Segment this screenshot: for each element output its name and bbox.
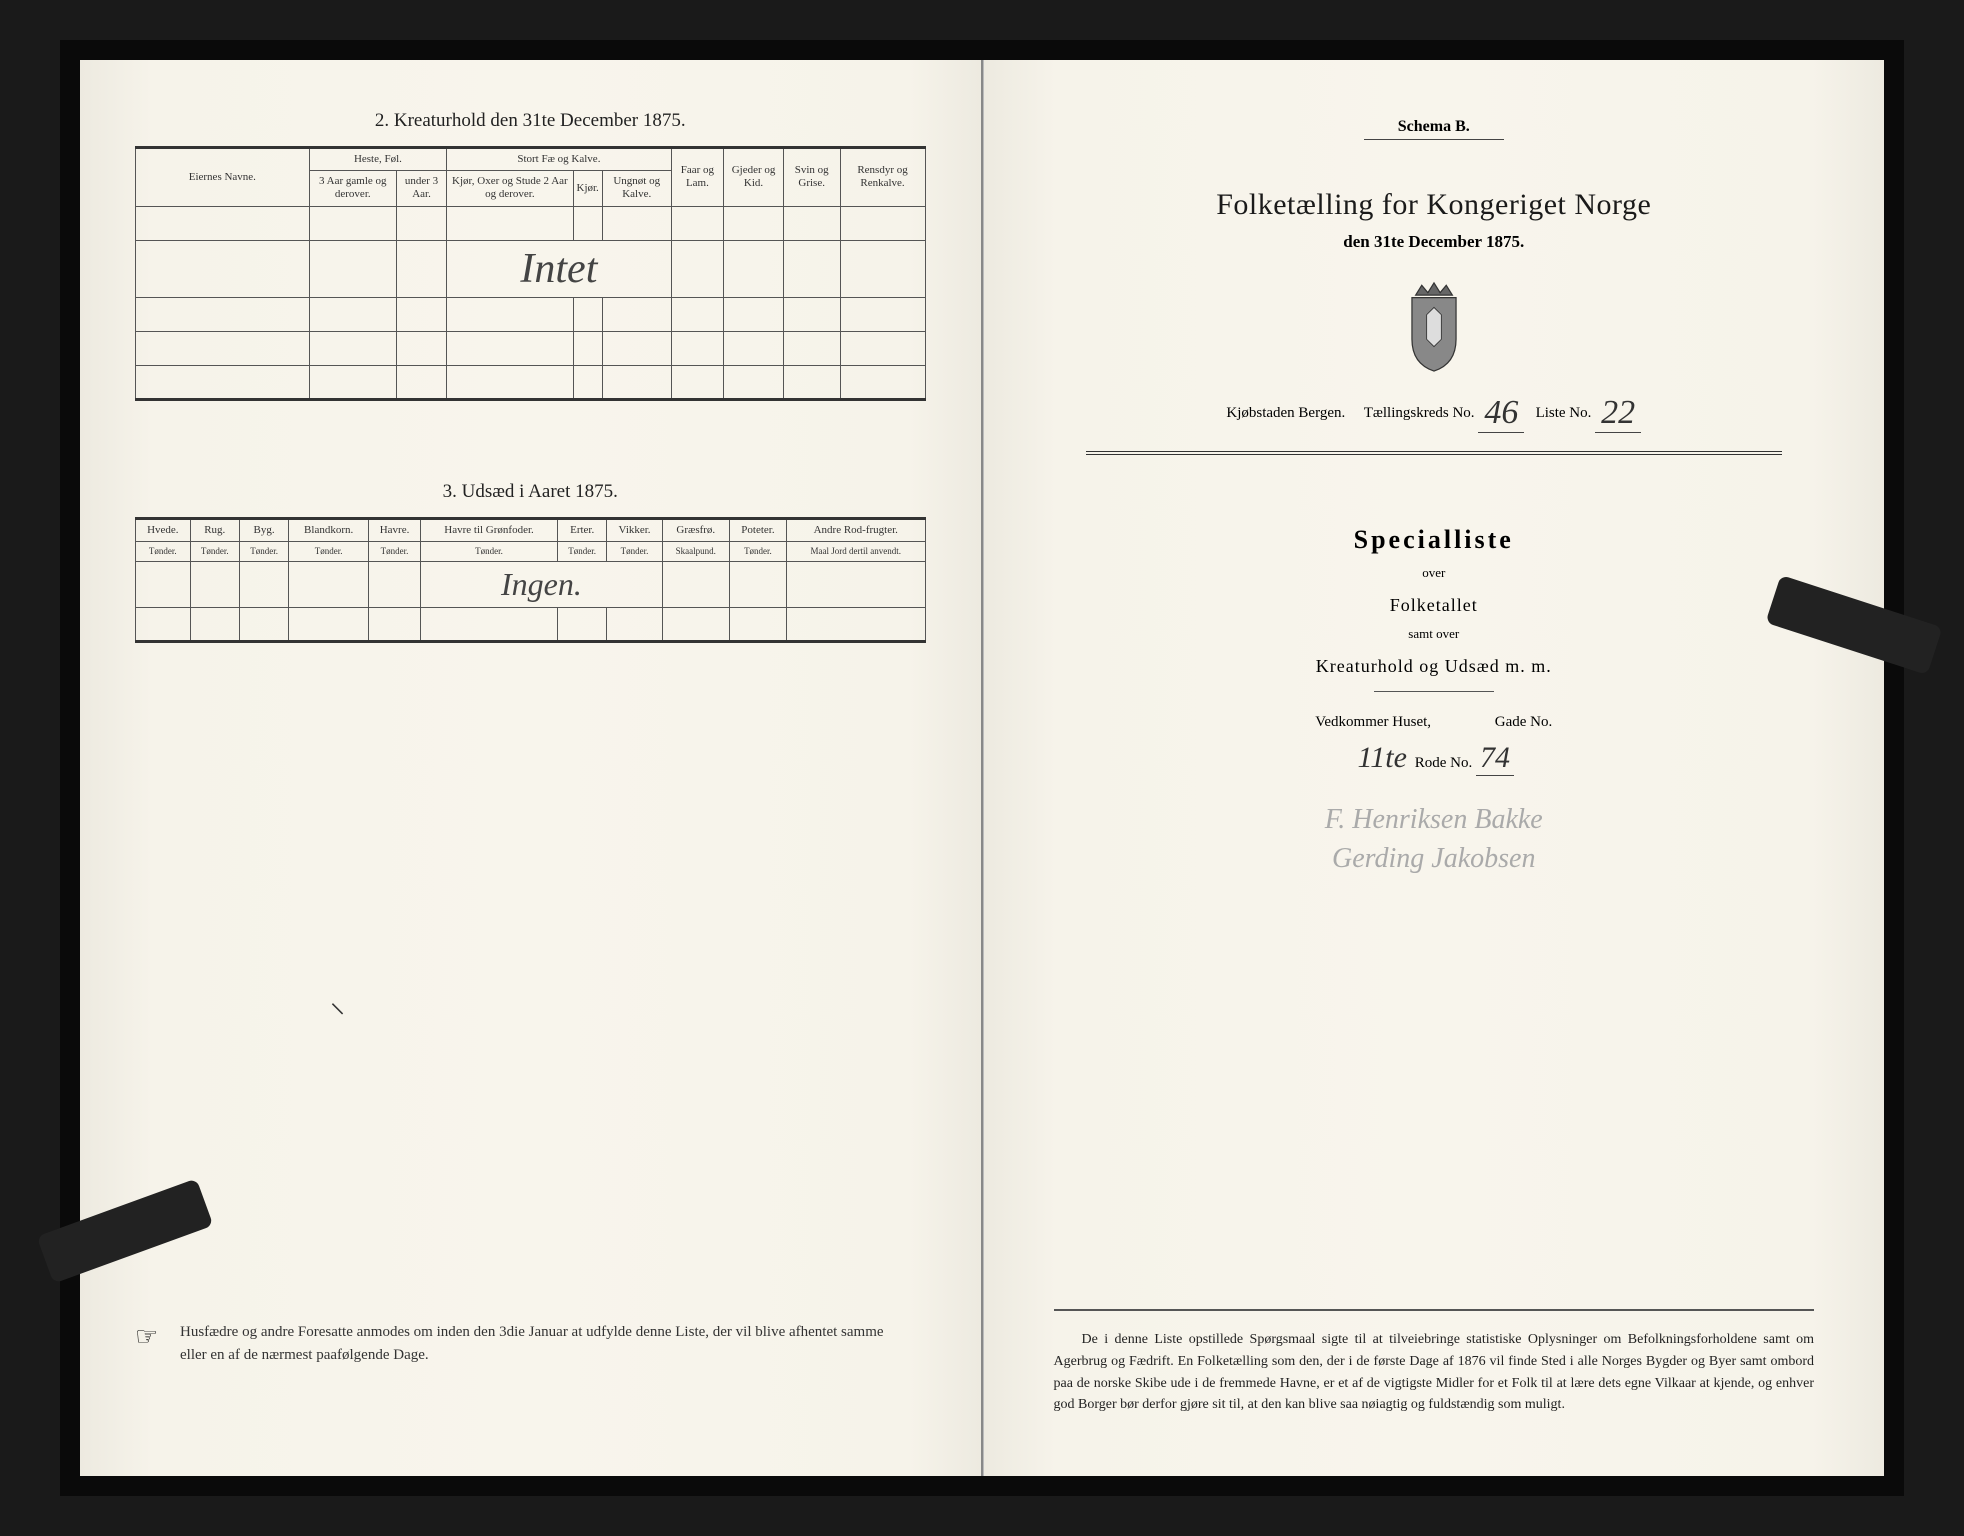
col-svin: Svin og Grise.	[783, 148, 840, 207]
town-label: Kjøbstaden Bergen.	[1226, 405, 1345, 421]
spec-kreatur: Kreaturhold og Udsæd m. m.	[1039, 656, 1830, 677]
udsaed-col-h: Andre Rod-frugter.	[787, 518, 925, 541]
census-title: Folketælling for Kongeriget Norge	[1039, 188, 1830, 222]
kreds-label: Tællingskreds No.	[1364, 405, 1475, 421]
udsaed-col-h: Erter.	[558, 518, 607, 541]
hus-line: Vedkommer Huset, Gade No.	[1039, 714, 1830, 731]
col-rensdyr: Rensdyr og Renkalve.	[840, 148, 925, 207]
pointing-hand-icon: ☞	[135, 1322, 158, 1352]
udsaed-col-h: Havre til Grønfoder.	[421, 518, 558, 541]
udsaed-col-h: Rug.	[190, 518, 239, 541]
spec-folketallet: Folketallet	[1039, 595, 1830, 616]
sub-fae-2: Kjør.	[573, 171, 602, 206]
udsaed-col-unit: Tønder.	[729, 541, 786, 561]
kreds-number: 46	[1478, 394, 1524, 433]
signature-1: F. Henriksen Bakke	[1039, 800, 1830, 839]
udsaed-col-unit: Tønder.	[239, 541, 288, 561]
udsaed-col-unit: Tønder.	[558, 541, 607, 561]
bottom-paragraph: De i denne Liste opstillede Spørgsmaal s…	[1054, 1309, 1815, 1416]
rode-prefix: 11te	[1354, 741, 1411, 775]
udsaed-col-h: Havre.	[369, 518, 421, 541]
binder-clip-left	[37, 1178, 214, 1283]
col-eiernes: Eiernes Navne.	[136, 148, 310, 207]
udsaed-col-unit: Tønder.	[369, 541, 421, 561]
divider-rule	[1086, 451, 1782, 455]
right-page: Schema B. Folketælling for Kongeriget No…	[983, 60, 1885, 1476]
rode-number: 74	[1476, 741, 1514, 776]
col-fae: Stort Fæ og Kalve.	[447, 148, 671, 171]
udsaed-col-unit: Maal Jord dertil anvendt.	[787, 541, 925, 561]
udsaed-col-unit: Tønder.	[607, 541, 662, 561]
section2-title: 2. Kreaturhold den 31te December 1875.	[135, 110, 926, 132]
udsaed-col-h: Poteter.	[729, 518, 786, 541]
left-page: 2. Kreaturhold den 31te December 1875. E…	[80, 60, 983, 1476]
census-date: den 31te December 1875.	[1039, 232, 1830, 252]
kreaturhold-table: Eiernes Navne. Heste, Føl. Stort Fæ og K…	[135, 146, 926, 401]
handwritten-ingen: Ingen.	[421, 561, 663, 607]
short-rule	[1374, 691, 1494, 692]
signatures: F. Henriksen Bakke Gerding Jakobsen	[1039, 800, 1830, 878]
col-heste: Heste, Føl.	[309, 148, 447, 171]
liste-number: 22	[1595, 394, 1641, 433]
udsaed-table: Hvede.Rug.Byg.Blandkorn.Havre.Havre til …	[135, 517, 926, 643]
udsaed-col-h: Hvede.	[136, 518, 191, 541]
hus-label: Vedkommer Huset,	[1315, 714, 1431, 731]
gade-label: Gade No.	[1495, 714, 1552, 731]
udsaed-col-unit: Skaalpund.	[662, 541, 729, 561]
sub-fae-3: Ungnøt og Kalve.	[602, 171, 671, 206]
udsaed-col-h: Blandkorn.	[289, 518, 369, 541]
sub-heste-1: 3 Aar gamle og derover.	[309, 171, 396, 206]
col-gjeder: Gjeder og Kid.	[724, 148, 784, 207]
book-spread: 2. Kreaturhold den 31te December 1875. E…	[60, 40, 1904, 1496]
sub-fae-1: Kjør, Oxer og Stude 2 Aar og derover.	[447, 171, 573, 206]
coat-of-arms-icon	[1395, 278, 1473, 376]
stray-mark: ⸜	[330, 980, 345, 1021]
udsaed-col-h: Byg.	[239, 518, 288, 541]
liste-label: Liste No.	[1536, 405, 1592, 421]
specialliste-title: Specialliste	[1039, 525, 1830, 555]
udsaed-col-unit: Tønder.	[289, 541, 369, 561]
section3-title: 3. Udsæd i Aaret 1875.	[135, 481, 926, 503]
schema-label: Schema B.	[1364, 118, 1504, 140]
spec-samt: samt over	[1039, 626, 1830, 642]
footnote-text: Husfædre og andre Foresatte anmodes om i…	[180, 1321, 911, 1366]
col-faar: Faar og Lam.	[671, 148, 724, 207]
rode-line: 11te Rode No. 74	[1039, 741, 1830, 776]
sub-heste-2: under 3 Aar.	[396, 171, 446, 206]
kreds-line: Kjøbstaden Bergen. Tællingskreds No. 46 …	[1039, 394, 1830, 433]
rode-label: Rode No.	[1415, 755, 1473, 771]
udsaed-col-unit: Tønder.	[421, 541, 558, 561]
signature-2: Gerding Jakobsen	[1039, 839, 1830, 878]
udsaed-col-h: Vikker.	[607, 518, 662, 541]
udsaed-col-unit: Tønder.	[136, 541, 191, 561]
spec-over: over	[1039, 565, 1830, 581]
udsaed-col-h: Græsfrø.	[662, 518, 729, 541]
udsaed-col-unit: Tønder.	[190, 541, 239, 561]
handwritten-intet: Intet	[447, 240, 671, 297]
